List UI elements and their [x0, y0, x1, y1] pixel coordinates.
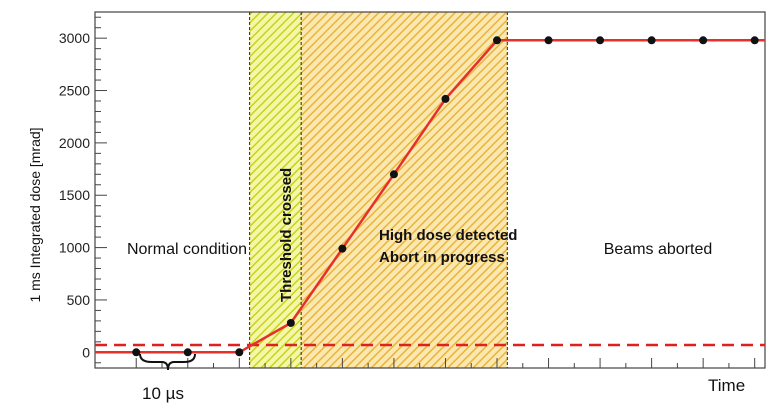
axes-layer: 0 500 1000 1500 2000 2500 3000 [59, 11, 766, 369]
data-point [338, 244, 347, 253]
y-tick-label: 3000 [59, 30, 90, 46]
data-point [389, 170, 398, 179]
region-label-normal: Normal condition [127, 241, 247, 258]
y-tick-label: 2000 [59, 135, 90, 151]
data-point [235, 348, 244, 357]
y-tick-label: 1500 [59, 187, 90, 203]
region-label-threshold: Threshold crossed [278, 168, 295, 302]
time-step-label: 10 µs [142, 384, 184, 403]
data-point [183, 348, 192, 357]
region-label-beams-aborted: Beams aborted [604, 241, 713, 258]
y-tick-label: 2500 [59, 83, 90, 99]
region-label-high-dose-line2: Abort in progress [379, 249, 505, 266]
y-axis-label: 1 ms Integrated dose [mrad] [27, 127, 43, 302]
regions-layer [249, 12, 508, 368]
region-band [249, 12, 302, 368]
plot-frame [94, 11, 766, 369]
x-axis-label: Time [708, 376, 745, 395]
data-point [441, 94, 450, 103]
data-point [647, 36, 656, 45]
data-point [132, 348, 141, 357]
region-band [301, 12, 508, 368]
data-point [596, 36, 605, 45]
data-point [544, 36, 553, 45]
region-label-high-dose-line1: High dose detected [379, 227, 517, 244]
points-layer [132, 36, 759, 357]
y-tick-label: 0 [82, 344, 90, 360]
data-point [699, 36, 708, 45]
time-step-brace [139, 353, 196, 371]
y-tick-label: 500 [67, 292, 91, 308]
y-tick-label: 1000 [59, 240, 90, 256]
data-point [493, 36, 501, 45]
data-point [286, 318, 295, 327]
data-point [750, 36, 759, 45]
